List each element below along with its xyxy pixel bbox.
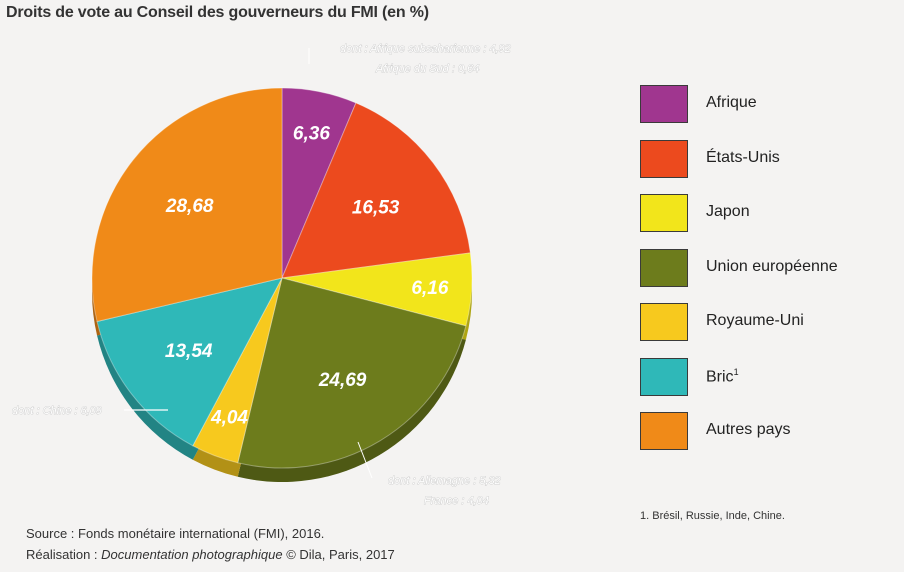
- pie-slice: [281, 102, 471, 279]
- source-note: Source : Fonds monétaire international (…: [26, 526, 325, 541]
- pie-slice: [237, 277, 467, 469]
- annotation-allemagne: dont : Allemagne : 5,32: [388, 475, 501, 487]
- pie-slice: [281, 252, 473, 327]
- footnote: 1. Brésil, Russie, Inde, Chine.: [640, 510, 785, 522]
- legend-label: Royaume-Uni: [706, 312, 804, 330]
- legend-label-text: Autres pays: [706, 421, 791, 438]
- legend-label-text: Japon: [706, 203, 750, 220]
- legend-swatch: [640, 85, 688, 123]
- annotation-leader-ue: [357, 441, 373, 479]
- credit-note: Réalisation : Documentation photographiq…: [26, 547, 395, 562]
- legend-label: Bric1: [706, 367, 739, 386]
- legend-item: Bric1: [640, 357, 890, 398]
- pie-value-label: 6,36: [293, 124, 330, 145]
- legend-label-text: Bric: [706, 367, 734, 385]
- pie-slice: [91, 87, 283, 323]
- credit-prefix: Réalisation :: [26, 547, 102, 562]
- legend-item: Japon: [640, 194, 890, 234]
- legend-label-sup: 1: [733, 366, 739, 377]
- legend-item: États-Unis: [640, 139, 890, 180]
- pie-value-label: 4,04: [210, 408, 248, 429]
- legend-label: Japon: [706, 203, 750, 221]
- pie-value-label: 13,54: [165, 341, 213, 362]
- legend-label-text: Afrique: [706, 94, 757, 111]
- pie-value-labels: 6,36 16,53 6,16 24,69 4,04 13,54 28,68: [165, 124, 449, 429]
- legend-item: Autres pays: [640, 412, 890, 452]
- pie-value-label: 24,69: [318, 370, 367, 391]
- pie-slices: [91, 87, 473, 469]
- credit-publication: Documentation photographique: [101, 547, 283, 562]
- chart-title: Droits de vote au Conseil des gouverneur…: [6, 4, 429, 21]
- legend-label: États-Unis: [706, 149, 780, 167]
- legend-label: Autres pays: [706, 421, 790, 439]
- legend-swatch: [640, 412, 688, 450]
- pie-value-label: 16,53: [352, 198, 400, 219]
- legend-label-text: Royaume-Uni: [706, 312, 804, 329]
- pie-value-label: 28,68: [165, 196, 214, 217]
- legend-item: Afrique: [640, 85, 890, 125]
- annotation-france: France : 4,04: [424, 495, 489, 507]
- annotation-afrique-du-sud: Afrique du Sud : 0,64: [375, 63, 479, 75]
- pie-slice: [192, 277, 283, 464]
- legend-swatch: [640, 303, 688, 341]
- legend-swatch: [640, 194, 688, 232]
- legend-item: Union européenne: [640, 248, 890, 289]
- annotation-afrique-subsaharienne: dont : Afrique subsaharienne : 4,92: [340, 43, 511, 55]
- pie-annotations: dont : Afrique subsaharienne : 4,92 Afri…: [12, 43, 512, 508]
- pie-slice: [281, 87, 357, 279]
- legend-swatch: [640, 248, 688, 287]
- legend-swatch: [640, 139, 688, 178]
- pie-slice: [96, 277, 283, 447]
- legend-item: Royaume-Uni: [640, 303, 890, 343]
- legend-swatch: [640, 357, 688, 396]
- legend-label-text: États-Unis: [706, 148, 780, 166]
- annotation-chine: dont : Chine : 6,09: [12, 405, 102, 417]
- legend-label: Union européenne: [706, 258, 838, 276]
- pie-value-label: 6,16: [411, 278, 448, 299]
- legend-label: Afrique: [706, 94, 757, 112]
- credit-suffix: © Dila, Paris, 2017: [282, 547, 395, 562]
- legend-label-text: Union européenne: [706, 257, 838, 275]
